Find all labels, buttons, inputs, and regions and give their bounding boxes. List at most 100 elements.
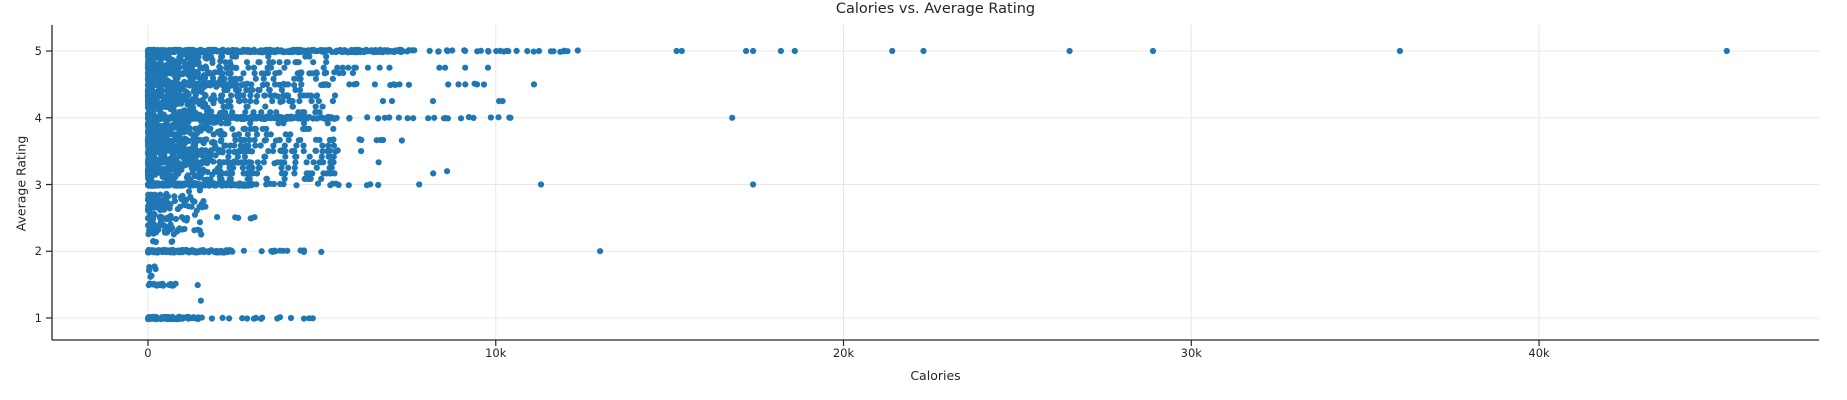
scatter-point — [495, 114, 502, 121]
scatter-point — [151, 210, 158, 218]
scatter-point — [298, 81, 305, 88]
scatter-point — [199, 84, 207, 91]
scatter-point — [405, 81, 412, 88]
scatter-point — [203, 125, 210, 132]
scatter-point — [152, 266, 159, 273]
scatter-point — [156, 169, 163, 176]
scatter-point — [289, 103, 296, 110]
scatter-point — [358, 136, 365, 144]
scatter-point — [160, 196, 167, 203]
scatter-point — [268, 248, 275, 255]
scatter-point — [395, 114, 402, 121]
scatter-point — [197, 172, 204, 179]
scatter-point — [244, 315, 251, 322]
scatter-point — [318, 248, 325, 255]
scatter-point — [308, 98, 315, 105]
scatter-point — [440, 115, 448, 122]
scatter-point — [147, 122, 154, 130]
scatter-point — [404, 115, 411, 122]
scatter-point — [255, 164, 262, 171]
scatter-point — [188, 146, 195, 153]
scatter-point — [300, 125, 307, 132]
scatter-point — [337, 48, 344, 55]
scatter-point — [387, 48, 394, 55]
scatter-point — [245, 148, 252, 155]
scatter-point — [179, 96, 186, 103]
scatter-point — [276, 136, 283, 144]
scatter-point — [241, 81, 248, 88]
scatter-point — [243, 59, 251, 66]
scatter-point — [145, 147, 152, 155]
scatter-point — [196, 219, 204, 226]
scatter-point — [160, 248, 167, 255]
scatter-point — [157, 315, 164, 322]
scatter-point — [252, 75, 259, 82]
scatter-point — [312, 75, 320, 82]
scatter-point — [330, 153, 337, 160]
scatter-point — [189, 103, 196, 110]
scatter-point — [171, 110, 178, 117]
scatter-point — [174, 206, 181, 213]
scatter-point — [159, 87, 166, 94]
scatter-point — [178, 50, 185, 57]
scatter-point — [198, 231, 205, 238]
scatter-point — [435, 48, 442, 55]
scatter-point — [505, 48, 512, 55]
scatter-point — [174, 168, 181, 175]
scatter-point — [484, 64, 492, 71]
scatter-point — [346, 114, 353, 122]
scatter-point — [192, 91, 199, 99]
scatter-point — [358, 148, 365, 155]
scatter-point — [241, 159, 248, 166]
scatter-point — [182, 126, 189, 133]
scatter-point — [186, 69, 193, 76]
scatter-point — [281, 64, 288, 71]
scatter-point — [219, 314, 226, 321]
scatter-point — [364, 64, 371, 71]
scatter-point — [275, 120, 282, 127]
scatter-point — [157, 207, 164, 214]
scatter-point — [184, 89, 191, 97]
scatter-point — [293, 153, 300, 160]
scatter-point — [160, 173, 167, 180]
scatter-point — [156, 281, 163, 288]
scatter-point — [237, 75, 244, 82]
scatter-point — [177, 182, 184, 189]
scatter-point — [313, 70, 320, 77]
scatter-point — [192, 141, 199, 148]
scatter-point — [172, 280, 179, 287]
scatter-point — [194, 54, 201, 61]
scatter-point — [331, 69, 338, 76]
scatter-point — [266, 114, 273, 121]
scatter-point — [204, 69, 212, 76]
scatter-point — [256, 86, 263, 94]
scatter-point — [240, 70, 247, 77]
scatter-point — [162, 156, 169, 163]
scatter-point — [273, 109, 280, 116]
scatter-point — [197, 117, 204, 125]
scatter-point — [229, 159, 236, 166]
scatter-point — [265, 148, 272, 155]
scatter-point — [335, 181, 342, 189]
scatter-point — [292, 159, 299, 166]
scatter-point — [487, 114, 494, 121]
scatter-point — [157, 222, 164, 229]
scatter-point — [169, 83, 176, 91]
scatter-point — [187, 54, 194, 61]
scatter-point — [146, 227, 153, 234]
scatter-point — [247, 120, 254, 127]
scatter-point — [300, 148, 307, 155]
scatter-point — [239, 315, 246, 322]
scatter-point — [168, 238, 175, 245]
scatter-point — [169, 314, 176, 321]
scatter-point — [319, 103, 326, 110]
scatter-point — [178, 214, 185, 221]
scatter-point — [165, 79, 172, 86]
scatter-point — [496, 98, 503, 105]
scatter-point — [240, 125, 247, 132]
scatter-point — [188, 203, 195, 210]
scatter-point — [191, 227, 198, 234]
scatter-point — [377, 136, 384, 144]
scatter-point — [175, 57, 182, 64]
